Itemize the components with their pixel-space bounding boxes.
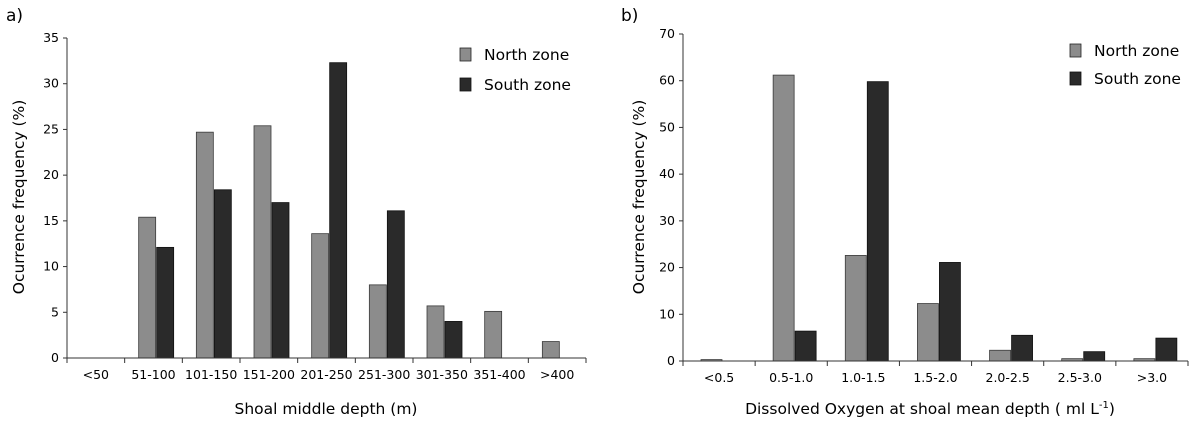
panel-a-legend-swatch-north: [459, 47, 472, 62]
panel-b-bar-south-5: [1083, 351, 1106, 362]
panel-b-bar-south-6: [1155, 337, 1178, 362]
panel-a-y-tick-label: 25: [43, 121, 59, 136]
panel-a-y-axis-title: Ocurrence frequency (%): [10, 100, 28, 295]
panel-a-y-tick-label: 5: [51, 304, 59, 319]
panel-a-bar-south-4: [329, 62, 348, 359]
panel-a-x-axis-title: Shoal middle depth (m): [235, 400, 418, 418]
panel-a-y-tick-label: 0: [51, 350, 59, 365]
panel-a-x-tick-label: 351-400: [473, 367, 525, 382]
panel-b-x-axis-title: Dissolved Oxygen at shoal mean depth ( m…: [745, 400, 1115, 418]
panel-b-y-tick-label: 40: [659, 166, 675, 181]
panel-b-legend-label-north: North zone: [1094, 42, 1179, 60]
panel-a-bar-north-7: [484, 310, 503, 359]
panel-a-bar-north-4: [311, 233, 330, 359]
panel-b-legend: North zone South zone: [1069, 42, 1181, 88]
panel-b-y-tick-label: 0: [667, 353, 675, 368]
panel-a-y-tick-label: 15: [43, 213, 59, 228]
panel-b-x-tick-label: 1.5-2.0: [913, 370, 957, 385]
panel-a-bar-north-2: [195, 131, 214, 359]
panel-b-y-tick-label: 50: [659, 119, 675, 134]
panel-b-y-tick-label: 20: [659, 260, 675, 275]
panel-a-bar-north-3: [253, 125, 272, 359]
panel-a-bar-north-1: [138, 216, 157, 359]
panel-a-x-tick-label: 201-250: [300, 367, 352, 382]
panel-a-bar-south-1: [156, 246, 175, 359]
panel-a-bars: [138, 62, 560, 359]
panel-a-legend-swatch-south: [459, 77, 472, 92]
panel-a-x-ticks: <50 51-100 101-150 151-200 201-250 251-300 301…: [66, 358, 587, 382]
panel-a-letter: a): [6, 6, 23, 26]
panel-a-y-tick-label: 30: [43, 76, 59, 91]
panel-b-letter: b): [621, 6, 638, 26]
panel-b-x-tick-label: 2.0-2.5: [986, 370, 1030, 385]
panel-b-bar-south-1: [794, 330, 817, 362]
panel-a-legend-label-north: North zone: [484, 46, 569, 64]
panel-b-legend-swatch-south: [1069, 71, 1082, 86]
panel-a-y-tick-label: 10: [43, 259, 59, 274]
panel-b-x-axis-title-superscript: -1: [1099, 400, 1109, 411]
panel-b-y-tick-label: 60: [659, 73, 675, 88]
panel-b-x-axis-title-end: ): [1109, 400, 1115, 418]
panel-b-bar-north-4: [989, 349, 1011, 362]
panel-b-y-tick-label: 30: [659, 213, 675, 228]
panel-a-x-tick-label: 151-200: [243, 367, 295, 382]
panel-a-bar-north-8: [541, 341, 560, 359]
panel-b-bar-south-4: [1011, 334, 1033, 362]
panel-a-bar-north-5: [368, 284, 387, 359]
panel-b-y-ticks: 0 10 20 30 40 50 60 70: [659, 26, 683, 368]
panel-b-x-tick-label: >3.0: [1137, 370, 1167, 385]
panel-a-x-tick-label: >400: [540, 367, 574, 382]
panel-b-x-ticks: <0.5 0.5-1.0 1.0-1.5 1.5-2.0 2.0-2.5 2.5-3.0 >…: [682, 361, 1189, 385]
panel-b-legend-swatch-north: [1069, 43, 1082, 58]
panel-a-x-tick-label: 51-100: [131, 367, 175, 382]
panel-b-bar-south-3: [939, 262, 961, 362]
panel-b-bar-north-1: [772, 74, 795, 362]
panel-b-bars: [700, 74, 1178, 362]
panel-a-x-tick-label: 301-350: [416, 367, 468, 382]
chart-panel-b: b) Ocurrence frequency (%) Dissolved Oxy…: [621, 6, 1189, 418]
panel-b-bar-north-2: [844, 255, 867, 362]
panel-b-legend-label-south: South zone: [1094, 70, 1181, 88]
panel-a-bar-south-2: [213, 189, 232, 359]
panel-a-bar-north-6: [426, 305, 445, 359]
panel-a-legend-label-south: South zone: [484, 76, 571, 94]
panel-a-x-tick-label: <50: [83, 367, 109, 382]
panel-b-y-axis-title: Ocurrence frequency (%): [630, 100, 648, 295]
panel-a-bar-south-3: [271, 202, 290, 359]
panel-a-y-tick-label: 20: [43, 167, 59, 182]
panel-b-x-tick-label: 2.5-3.0: [1058, 370, 1102, 385]
panel-a-legend: North zone South zone: [459, 46, 571, 94]
panel-a-x-tick-label: 101-150: [185, 367, 237, 382]
panel-b-bar-north-3: [917, 303, 939, 362]
panel-a-bar-south-6: [444, 321, 463, 359]
panel-b-y-tick-label: 10: [659, 306, 675, 321]
chart-panel-a: a) Ocurrence frequency (%) Shoal middle …: [6, 6, 587, 418]
panel-b-x-axis-title-main: Dissolved Oxygen at shoal mean depth ( m…: [745, 400, 1099, 418]
panel-b-x-tick-label: 1.0-1.5: [841, 370, 885, 385]
panel-a-y-tick-label: 35: [43, 30, 59, 45]
panel-a-bar-south-5: [386, 210, 405, 359]
panel-b-y-tick-label: 70: [659, 26, 675, 41]
panel-b-bar-south-2: [866, 81, 889, 362]
panel-a-x-tick-label: 251-300: [358, 367, 410, 382]
panel-b-x-tick-label: 0.5-1.0: [769, 370, 813, 385]
panel-a-y-ticks: 0 5 10 15 20 25 30 35: [43, 30, 67, 365]
panel-b-x-tick-label: <0.5: [704, 370, 734, 385]
